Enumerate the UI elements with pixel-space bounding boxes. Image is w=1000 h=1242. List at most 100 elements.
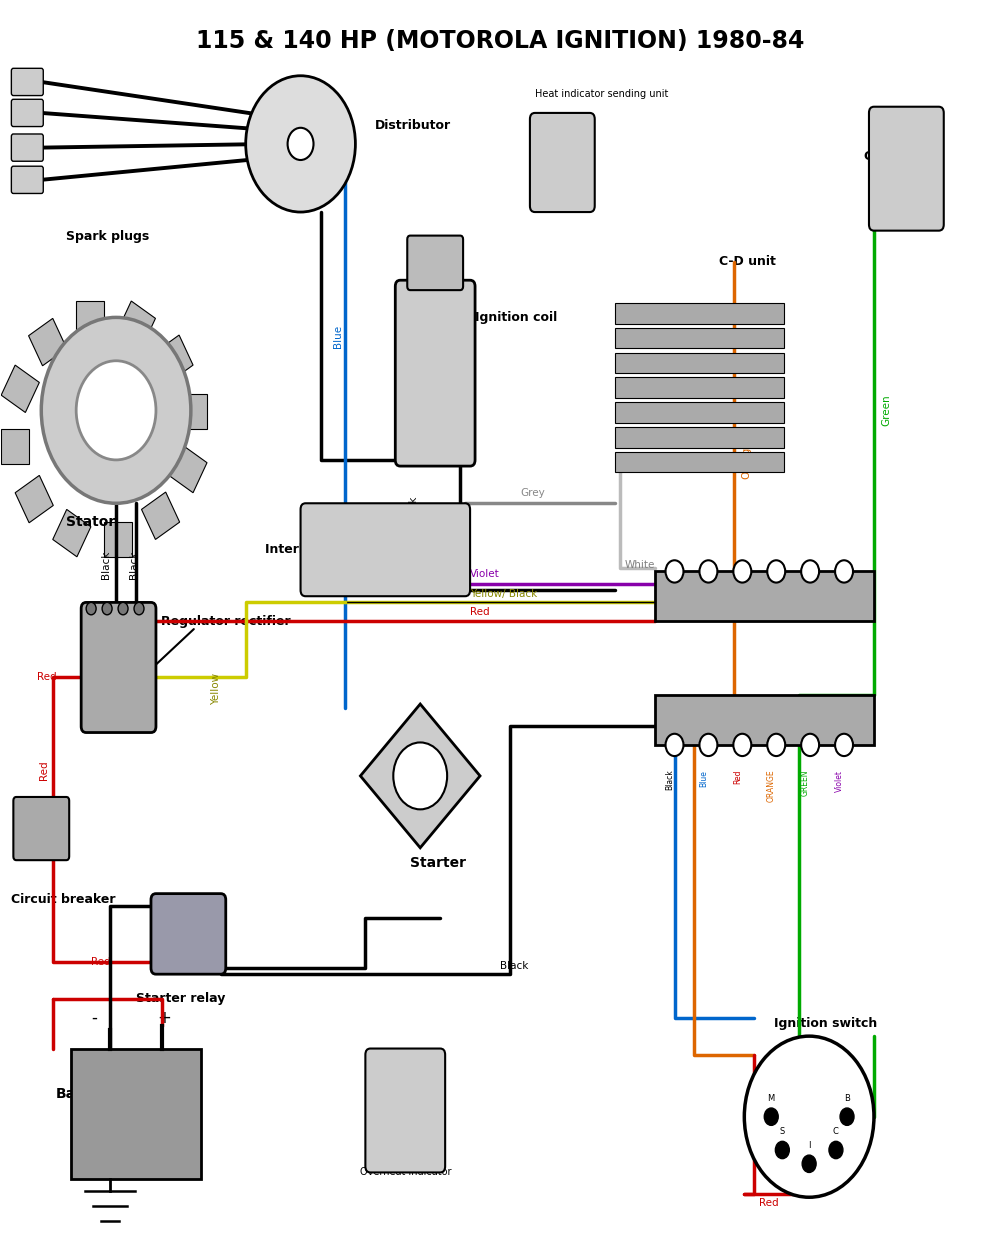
Text: Red: Red — [733, 770, 742, 784]
Text: Red: Red — [39, 760, 49, 780]
Text: Black: Black — [408, 496, 418, 524]
Circle shape — [134, 602, 144, 615]
Text: Yellow/ Black: Yellow/ Black — [470, 589, 537, 599]
Text: Ignition coil: Ignition coil — [475, 310, 557, 324]
Text: Black: Black — [101, 551, 111, 580]
Circle shape — [744, 1036, 874, 1197]
Circle shape — [764, 1108, 778, 1125]
FancyBboxPatch shape — [11, 68, 43, 96]
Text: Black: Black — [665, 770, 674, 790]
Text: Distributor: Distributor — [375, 119, 451, 132]
FancyBboxPatch shape — [407, 236, 463, 291]
Bar — [655, 571, 874, 621]
Bar — [117, 301, 155, 349]
Circle shape — [802, 1155, 816, 1172]
Text: White: White — [625, 560, 655, 570]
Text: Ignition switch: Ignition switch — [774, 1017, 877, 1031]
Text: M: M — [768, 1094, 775, 1103]
FancyBboxPatch shape — [81, 602, 156, 733]
Text: Red: Red — [37, 672, 57, 682]
Text: Black: Black — [129, 551, 139, 580]
Text: Battery: Battery — [56, 1088, 115, 1102]
Bar — [141, 492, 180, 539]
Bar — [76, 302, 104, 337]
Bar — [104, 522, 132, 556]
Text: Spark plugs: Spark plugs — [66, 230, 149, 243]
Circle shape — [835, 560, 853, 582]
Text: Grey: Grey — [520, 488, 545, 498]
Circle shape — [102, 602, 112, 615]
FancyBboxPatch shape — [11, 134, 43, 161]
Circle shape — [246, 76, 355, 212]
Circle shape — [699, 734, 717, 756]
Text: Starter relay: Starter relay — [136, 992, 225, 1006]
Text: Circuit breaker: Circuit breaker — [11, 893, 116, 907]
Text: Choke coil: Choke coil — [864, 150, 935, 163]
Bar — [655, 696, 874, 745]
Bar — [53, 509, 91, 556]
Text: Black: Black — [455, 433, 465, 462]
Bar — [615, 427, 784, 447]
Text: Interlock switch: Interlock switch — [265, 543, 376, 555]
Bar — [169, 446, 207, 493]
Circle shape — [801, 560, 819, 582]
FancyBboxPatch shape — [395, 281, 475, 466]
Circle shape — [699, 560, 717, 582]
Circle shape — [767, 734, 785, 756]
FancyBboxPatch shape — [365, 1048, 445, 1172]
Text: Violet: Violet — [470, 569, 500, 579]
Text: Blue: Blue — [699, 770, 708, 786]
Circle shape — [666, 560, 683, 582]
Text: C: C — [833, 1126, 839, 1136]
Circle shape — [76, 360, 156, 460]
FancyBboxPatch shape — [151, 894, 226, 974]
Text: Orange: Orange — [741, 441, 751, 479]
Bar — [615, 378, 784, 397]
Circle shape — [840, 1108, 854, 1125]
Text: Blue: Blue — [333, 324, 343, 348]
FancyBboxPatch shape — [11, 166, 43, 194]
Circle shape — [666, 734, 683, 756]
Text: Regulator rectifier: Regulator rectifier — [161, 615, 291, 627]
Text: I: I — [808, 1140, 810, 1150]
Circle shape — [835, 734, 853, 756]
FancyBboxPatch shape — [869, 107, 944, 231]
Bar — [615, 353, 784, 373]
Circle shape — [86, 602, 96, 615]
Text: 115 & 140 HP (MOTOROLA IGNITION) 1980-84: 115 & 140 HP (MOTOROLA IGNITION) 1980-84 — [196, 29, 804, 53]
Circle shape — [118, 602, 128, 615]
Text: Violet: Violet — [835, 770, 844, 791]
FancyBboxPatch shape — [11, 99, 43, 127]
Bar — [1, 365, 39, 412]
Text: Stator: Stator — [66, 515, 115, 529]
Text: -: - — [92, 1009, 97, 1027]
Text: Red: Red — [759, 1199, 779, 1208]
Bar — [1, 428, 29, 463]
Circle shape — [733, 560, 751, 582]
FancyBboxPatch shape — [13, 797, 69, 861]
Circle shape — [41, 318, 191, 503]
FancyBboxPatch shape — [530, 113, 595, 212]
Bar — [615, 452, 784, 472]
Polygon shape — [360, 704, 480, 848]
Circle shape — [288, 128, 314, 160]
Circle shape — [801, 734, 819, 756]
Text: Red: Red — [91, 956, 111, 966]
Text: Overheat indicator: Overheat indicator — [360, 1167, 452, 1177]
Text: +: + — [158, 1009, 171, 1027]
Bar — [615, 402, 784, 422]
Text: Red: Red — [470, 607, 490, 617]
Bar — [155, 335, 193, 383]
FancyBboxPatch shape — [301, 503, 470, 596]
Bar — [615, 303, 784, 324]
Circle shape — [767, 560, 785, 582]
Text: GREEN: GREEN — [801, 770, 810, 796]
Circle shape — [733, 734, 751, 756]
Bar — [615, 328, 784, 348]
Bar — [15, 476, 53, 523]
Bar — [71, 1048, 201, 1179]
Text: Heat indicator sending unit: Heat indicator sending unit — [535, 89, 668, 99]
Bar — [179, 394, 207, 428]
Text: Yellow: Yellow — [211, 673, 221, 705]
Text: B: B — [844, 1094, 850, 1103]
